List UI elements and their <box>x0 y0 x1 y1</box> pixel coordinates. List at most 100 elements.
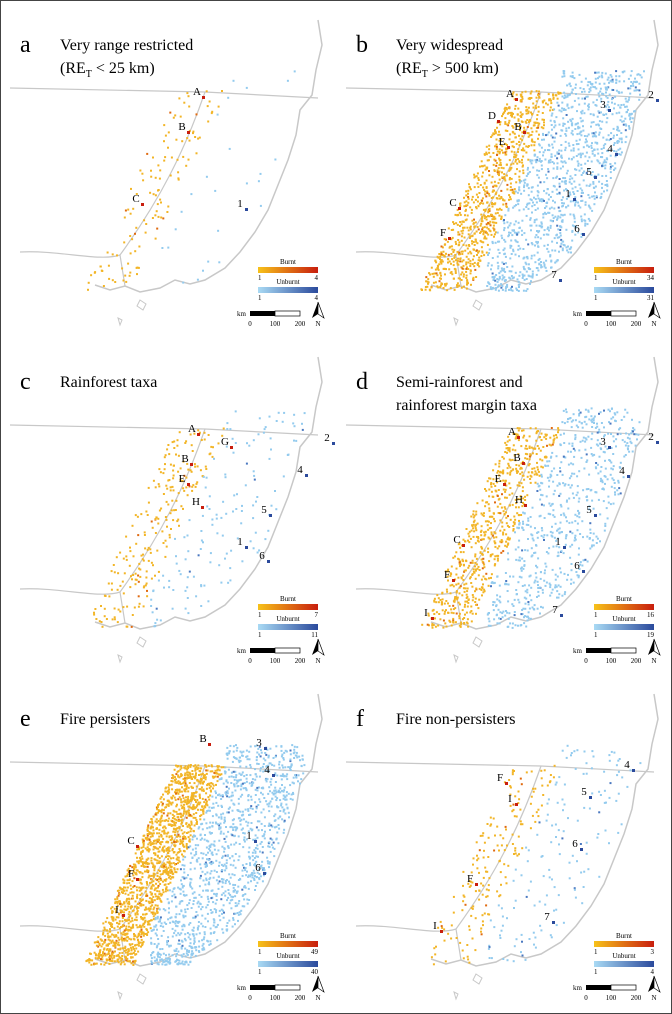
unburnt-record <box>550 206 553 209</box>
burnt-record <box>548 99 551 102</box>
unburnt-record <box>549 586 552 589</box>
burnt-record <box>477 262 480 265</box>
unburnt-record <box>580 163 583 166</box>
unburnt-record <box>585 496 588 498</box>
unburnt-record <box>531 211 533 214</box>
unburnt-record <box>530 547 533 550</box>
unburnt-record <box>548 144 551 147</box>
burnt-record <box>137 862 140 865</box>
unburnt-record <box>556 152 559 155</box>
unburnt-record <box>525 263 528 266</box>
burnt-record <box>477 179 480 181</box>
unburnt-record <box>496 255 499 258</box>
burnt-record <box>450 611 453 614</box>
unburnt-record <box>610 433 612 435</box>
legend-burnt-label: Burnt <box>280 595 296 603</box>
burnt-record <box>471 573 474 576</box>
unburnt-record <box>543 189 545 192</box>
burnt-record <box>192 132 194 135</box>
unburnt-record <box>520 192 523 195</box>
burnt-record <box>552 439 555 442</box>
burnt-record <box>535 96 538 99</box>
burnt-record <box>498 462 501 465</box>
burnt-record <box>169 802 172 805</box>
unburnt-record <box>548 502 551 505</box>
burnt-record <box>209 770 212 773</box>
burnt-record <box>469 228 472 231</box>
unburnt-record <box>504 240 507 243</box>
burnt-record <box>435 272 438 275</box>
unburnt-record <box>505 262 507 265</box>
burnt-record <box>531 452 534 455</box>
burnt-record <box>459 565 461 568</box>
unburnt-record <box>542 216 545 219</box>
burnt-record <box>465 204 467 207</box>
burnt-record <box>111 253 114 256</box>
burnt-record <box>216 780 219 783</box>
burnt-record <box>152 915 155 918</box>
burnt-record <box>177 454 180 457</box>
unburnt-record <box>215 513 218 516</box>
unburnt-record <box>513 231 516 234</box>
burnt-record <box>490 181 493 184</box>
burnt-record <box>463 196 465 199</box>
burnt-record <box>162 472 165 475</box>
unburnt-record <box>249 540 252 543</box>
unburnt-record <box>554 584 557 587</box>
burnt-record <box>500 166 503 169</box>
burnt-record <box>518 464 521 467</box>
unburnt-record <box>556 101 559 104</box>
unburnt-record <box>155 607 158 610</box>
unburnt-record <box>623 415 626 418</box>
legend-unburnt-max: 31 <box>647 294 655 302</box>
burnt-record <box>103 926 106 929</box>
unburnt-record <box>231 437 234 440</box>
burnt-record <box>513 192 516 195</box>
unburnt-record <box>550 114 553 117</box>
unburnt-record <box>577 553 580 556</box>
burnt-record <box>494 145 496 148</box>
burnt-record <box>525 145 528 148</box>
burnt-record <box>464 210 467 212</box>
unburnt-record <box>635 89 638 92</box>
burnt-record <box>197 137 200 140</box>
burnt-record <box>505 150 508 153</box>
burnt-record <box>173 464 175 467</box>
unburnt-record <box>295 439 298 442</box>
unburnt-record <box>598 442 601 445</box>
burnt-record <box>190 470 193 473</box>
burnt-record <box>127 893 130 896</box>
burnt-record <box>534 470 537 473</box>
burnt-record <box>438 263 441 266</box>
unburnt-record <box>555 260 558 263</box>
unburnt-record <box>528 275 531 278</box>
unburnt-record <box>603 190 605 193</box>
unburnt-record <box>490 264 493 267</box>
unburnt-record <box>598 412 600 415</box>
burnt-record <box>455 567 458 570</box>
unburnt-record <box>570 475 573 478</box>
burnt-record <box>134 912 137 915</box>
unburnt-record <box>547 226 549 229</box>
burnt-record <box>516 125 519 127</box>
unburnt-record <box>504 214 507 217</box>
burnt-record <box>211 455 214 458</box>
burnt-record <box>188 838 191 841</box>
burnt-record <box>447 227 450 230</box>
burnt-record <box>176 789 179 792</box>
unburnt-record <box>570 91 573 94</box>
burnt-record <box>158 850 161 853</box>
burnt-record <box>433 597 436 600</box>
unburnt-record <box>606 103 609 106</box>
unburnt-record <box>595 98 598 101</box>
burnt-record <box>518 175 521 178</box>
burnt-record <box>153 865 156 868</box>
burnt-record <box>478 192 481 194</box>
site-label: 2 <box>648 89 654 101</box>
burnt-record <box>465 287 468 290</box>
unburnt-record <box>521 219 524 222</box>
unburnt-record <box>168 586 171 589</box>
unburnt-record <box>549 219 552 222</box>
burnt-record <box>491 175 494 178</box>
burnt-record <box>494 555 497 558</box>
